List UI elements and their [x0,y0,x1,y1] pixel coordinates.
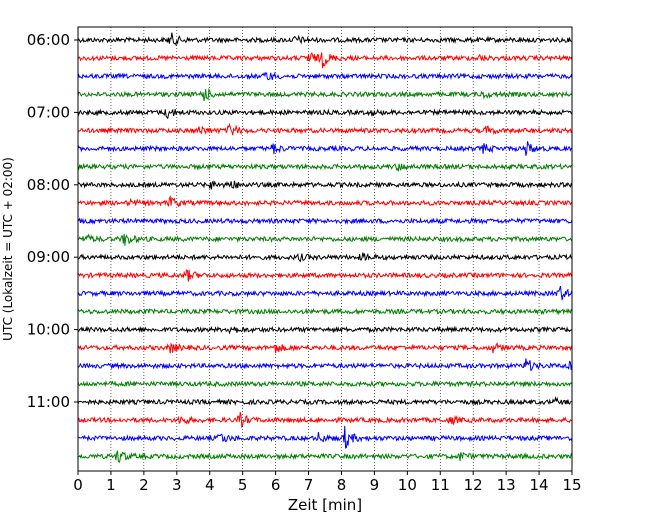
x-tick-label: 15 [562,476,581,494]
seismic-trace-0630 [77,71,573,81]
x-tick-label: 4 [205,476,215,494]
seismic-trace-0745 [77,162,573,172]
seismic-trace-0900 [77,252,573,263]
seismic-trace-1145 [77,450,573,464]
seismic-trace-0930 [77,285,573,301]
seismic-trace-0945 [77,307,573,316]
y-axis-label: UTC (Lokalzeit = UTC + 02:00) [1,157,15,341]
seismic-trace-0800 [77,180,573,190]
x-tick-label: 1 [106,476,116,494]
x-tick-label: 14 [530,476,549,494]
y-tick-label: 06:00 [27,31,70,49]
seismic-trace-1100 [77,395,573,407]
x-tick-label: 9 [370,476,380,494]
seismic-trace-0600 [77,32,573,47]
x-axis-ticks: 0 1 2 3 4 5 6 7 8 9 10 11 12 13 14 15 [73,471,582,494]
seismic-trace-0645 [77,87,573,101]
y-tick-label: 07:00 [27,103,70,121]
x-tick-label: 12 [464,476,483,494]
x-tick-label: 6 [271,476,281,494]
seismic-trace-0830 [77,217,573,225]
seismic-trace-1115 [77,411,573,429]
seismic-trace-1130 [77,425,573,449]
seismic-trace-0615 [77,52,573,69]
x-tick-label: 7 [304,476,314,494]
seismic-trace-0845 [77,233,573,246]
plot-frame [77,26,573,472]
x-tick-label: 13 [497,476,516,494]
y-tick-label: 11:00 [27,393,70,411]
seismic-traces [77,32,573,464]
seismic-trace-1030 [77,358,573,371]
seismic-trace-1000 [77,325,573,335]
seismic-trace-0730 [77,141,573,156]
seismic-trace-1015 [77,342,573,354]
x-tick-label: 11 [431,476,450,494]
seismic-trace-0715 [77,122,573,136]
x-tick-label: 5 [238,476,248,494]
x-tick-label: 10 [398,476,417,494]
plot-background [78,27,572,471]
y-tick-label: 09:00 [27,248,70,266]
x-tick-label: 0 [73,476,83,494]
x-tick-label: 3 [172,476,182,494]
y-tick-label: 08:00 [27,176,70,194]
x-tick-label: 2 [139,476,149,494]
seismic-trace-0700 [77,108,573,120]
seismic-trace-0815 [77,194,573,208]
y-axis-ticks: 06:00 07:00 08:00 09:00 10:00 11:00 [27,31,78,411]
seismic-trace-1045 [77,380,573,388]
x-tick-label: 8 [337,476,347,494]
x-axis-label: Zeit [min] [288,496,362,514]
y-tick-label: 10:00 [27,321,70,339]
grid-lines [110,27,540,471]
seismic-trace-0915 [77,269,573,282]
